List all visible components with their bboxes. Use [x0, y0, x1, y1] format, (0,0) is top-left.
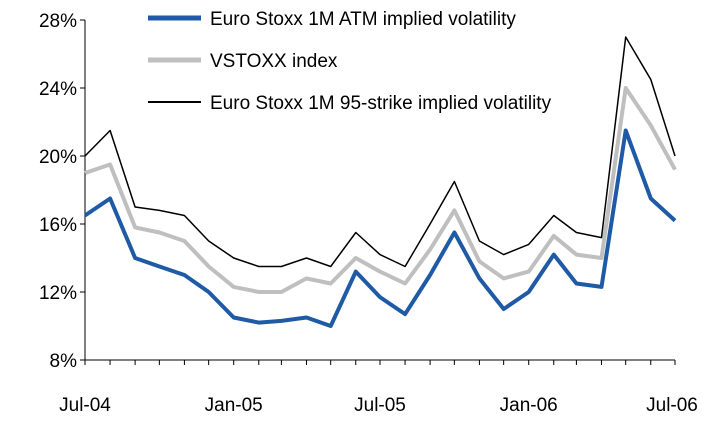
y-tick-label: 28%	[39, 11, 77, 32]
x-tick-label: Jan-05	[205, 395, 263, 416]
legend-entry-atm-vol: Euro Stoxx 1M ATM implied volatility	[148, 9, 516, 30]
x-tick-label: Jul-06	[646, 395, 698, 416]
x-tick-label: Jan-06	[500, 395, 558, 416]
x-tick-label: Jul-04	[59, 395, 111, 416]
series-line-atm-vol	[83, 128, 677, 328]
y-tick-label: 20%	[39, 147, 77, 168]
legend-label: Euro Stoxx 1M ATM implied volatility	[210, 9, 516, 30]
y-tick-label: 24%	[39, 79, 77, 100]
legend-label: VSTOXX index	[210, 51, 338, 72]
y-tick-label: 12%	[39, 283, 77, 304]
axes: 8% 12% 16% 20% 24% 28% Jul-04 Jan-05 Jul-05 Jan-0…	[39, 11, 698, 416]
legend-label: Euro Stoxx 1M 95-strike implied volatili…	[210, 93, 552, 114]
legend-entry-vstoxx: VSTOXX index	[148, 51, 338, 72]
y-tick-label: 8%	[50, 351, 78, 372]
series-lines	[83, 36, 677, 328]
y-tick-label: 16%	[39, 215, 77, 236]
series-line-vstoxx	[84, 86, 677, 294]
legend-entry-95-strike-vol: Euro Stoxx 1M 95-strike implied volatili…	[148, 93, 552, 114]
series-line-95-strike-vol	[84, 36, 676, 268]
x-tick-label: Jul-05	[354, 395, 406, 416]
legend: Euro Stoxx 1M ATM implied volatility VSTO…	[148, 9, 552, 114]
